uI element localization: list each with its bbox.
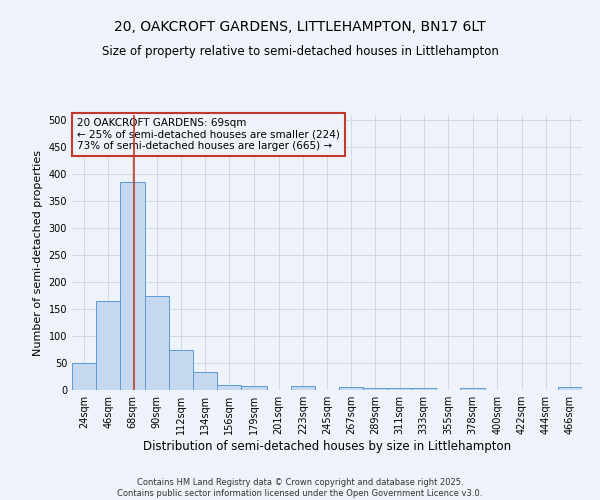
Bar bbox=[241, 386, 266, 390]
Bar bbox=[217, 384, 241, 390]
Y-axis label: Number of semi-detached properties: Number of semi-detached properties bbox=[33, 150, 43, 356]
Bar bbox=[363, 388, 388, 390]
Bar bbox=[558, 388, 582, 390]
Bar bbox=[291, 386, 315, 390]
Bar bbox=[339, 388, 363, 390]
Text: Contains HM Land Registry data © Crown copyright and database right 2025.
Contai: Contains HM Land Registry data © Crown c… bbox=[118, 478, 482, 498]
Text: 20, OAKCROFT GARDENS, LITTLEHAMPTON, BN17 6LT: 20, OAKCROFT GARDENS, LITTLEHAMPTON, BN1… bbox=[114, 20, 486, 34]
Bar bbox=[388, 388, 412, 390]
Bar bbox=[169, 350, 193, 390]
Bar bbox=[193, 372, 217, 390]
Bar bbox=[96, 301, 121, 390]
X-axis label: Distribution of semi-detached houses by size in Littlehampton: Distribution of semi-detached houses by … bbox=[143, 440, 511, 453]
Bar bbox=[460, 388, 485, 390]
Text: 20 OAKCROFT GARDENS: 69sqm
← 25% of semi-detached houses are smaller (224)
73% o: 20 OAKCROFT GARDENS: 69sqm ← 25% of semi… bbox=[77, 118, 340, 151]
Bar bbox=[121, 182, 145, 390]
Bar bbox=[145, 296, 169, 390]
Text: Size of property relative to semi-detached houses in Littlehampton: Size of property relative to semi-detach… bbox=[101, 45, 499, 58]
Bar bbox=[72, 363, 96, 390]
Bar bbox=[412, 388, 436, 390]
